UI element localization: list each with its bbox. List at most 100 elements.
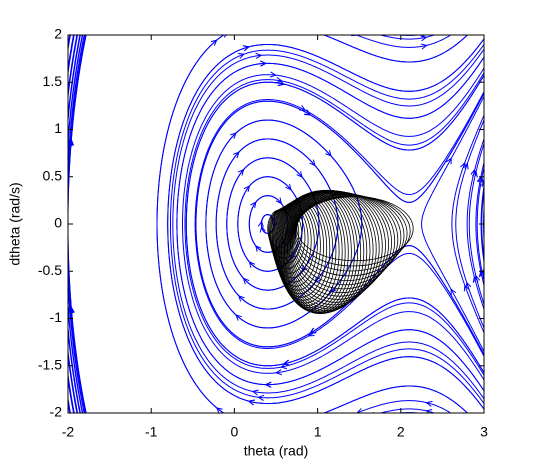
streamline bbox=[481, 187, 484, 261]
stream-arrow bbox=[247, 399, 255, 406]
y-tick-label: -0.5 bbox=[38, 262, 62, 278]
y-tick-label: 0.5 bbox=[43, 167, 63, 183]
stream-arrow bbox=[462, 162, 469, 170]
streamline bbox=[205, 119, 363, 329]
y-tick-label: -1 bbox=[50, 309, 63, 325]
streamline bbox=[185, 74, 484, 374]
stream-arrow bbox=[242, 45, 250, 52]
trajectory-loop bbox=[291, 192, 393, 294]
trajectory-loop bbox=[292, 193, 399, 286]
stream-arrow bbox=[425, 400, 433, 407]
stream-arrow bbox=[368, 25, 374, 30]
streamline bbox=[68, 35, 81, 413]
streamline bbox=[483, 203, 484, 246]
x-tick-label: 3 bbox=[480, 424, 488, 440]
stream-arrow bbox=[425, 409, 433, 413]
y-tick-label: -1.5 bbox=[38, 356, 62, 372]
stream-arrow bbox=[283, 359, 291, 366]
x-tick-label: -2 bbox=[62, 424, 75, 440]
stream-arrow bbox=[68, 139, 73, 146]
streamline bbox=[182, 67, 484, 381]
streamline bbox=[355, 400, 452, 413]
stream-arrow bbox=[485, 264, 490, 270]
streamline bbox=[237, 176, 304, 272]
y-tick-label: 0 bbox=[54, 215, 62, 231]
trajectory bbox=[267, 189, 414, 314]
x-axis-label: theta (rad) bbox=[244, 443, 309, 459]
streamline bbox=[167, 38, 484, 410]
streamline bbox=[395, 35, 422, 36]
stream-arrow bbox=[465, 281, 472, 289]
stream-arrow bbox=[450, 288, 457, 296]
stream-arrow bbox=[420, 35, 428, 42]
streamline bbox=[476, 165, 484, 283]
stream-arrow bbox=[463, 284, 470, 292]
stream-arrow bbox=[60, 139, 65, 145]
stream-arrow bbox=[57, 139, 62, 145]
streamline bbox=[195, 92, 484, 356]
streamline bbox=[172, 48, 484, 400]
y-axis-label: dtheta (rad/s) bbox=[7, 182, 23, 265]
stream-arrow bbox=[58, 139, 63, 145]
stream-arrow bbox=[274, 369, 282, 376]
y-tick-label: 2 bbox=[54, 26, 62, 42]
trajectory-loop bbox=[289, 191, 386, 300]
stream-arrow bbox=[223, 35, 227, 38]
stream-arrow bbox=[68, 138, 74, 146]
stream-arrow bbox=[374, 414, 380, 419]
x-tick-label: 1 bbox=[314, 424, 322, 440]
streamline bbox=[176, 56, 484, 392]
trajectory-loop bbox=[295, 195, 411, 267]
stream-arrow bbox=[61, 139, 66, 145]
trajectory-loop bbox=[294, 194, 405, 277]
stream-arrow bbox=[279, 363, 288, 370]
streamline bbox=[483, 205, 484, 243]
stream-arrow bbox=[471, 170, 478, 178]
stream-arrow bbox=[307, 330, 315, 337]
streamline bbox=[466, 137, 484, 311]
stream-arrow bbox=[446, 157, 452, 165]
stream-arrow bbox=[248, 261, 256, 268]
stream-arrow bbox=[257, 394, 265, 401]
stream-arrow bbox=[242, 277, 250, 285]
stream-arrow bbox=[255, 244, 262, 252]
stream-arrow bbox=[251, 389, 259, 396]
y-tick-label: 1.5 bbox=[43, 73, 63, 89]
streamline bbox=[170, 43, 484, 405]
stream-arrow bbox=[474, 274, 481, 282]
streamline bbox=[451, 114, 484, 335]
streamline bbox=[475, 160, 484, 288]
stream-arrow bbox=[481, 182, 484, 188]
stream-arrow bbox=[420, 43, 428, 50]
streamline bbox=[68, 35, 79, 413]
stream-arrow bbox=[264, 381, 272, 388]
streamline bbox=[184, 71, 484, 377]
streamline bbox=[378, 408, 436, 413]
stream-arrow bbox=[257, 220, 264, 228]
stream-arrow bbox=[54, 140, 59, 146]
streamline bbox=[378, 35, 436, 40]
stream-arrow bbox=[275, 77, 283, 84]
stream-arrow bbox=[61, 307, 66, 313]
streamline bbox=[68, 35, 84, 413]
stream-arrow bbox=[460, 161, 466, 169]
x-tick-label: 2 bbox=[397, 424, 405, 440]
trajectory-loop bbox=[291, 192, 396, 290]
stream-arrow bbox=[68, 306, 75, 314]
stream-arrow bbox=[235, 314, 242, 321]
stream-arrow bbox=[54, 139, 59, 145]
stream-arrow bbox=[238, 294, 245, 302]
stream-arrow bbox=[228, 415, 234, 420]
stream-arrow bbox=[485, 264, 490, 270]
stream-arrow bbox=[255, 52, 263, 59]
streamline bbox=[194, 90, 484, 358]
stream-arrow bbox=[479, 269, 484, 277]
streamline bbox=[156, 35, 469, 413]
trajectory-loop bbox=[288, 190, 383, 303]
trajectory-loop bbox=[290, 191, 390, 297]
stream-arrow bbox=[299, 105, 307, 111]
stream-arrow bbox=[68, 144, 69, 146]
trajectory-loop bbox=[294, 195, 408, 272]
streamline bbox=[455, 118, 484, 330]
